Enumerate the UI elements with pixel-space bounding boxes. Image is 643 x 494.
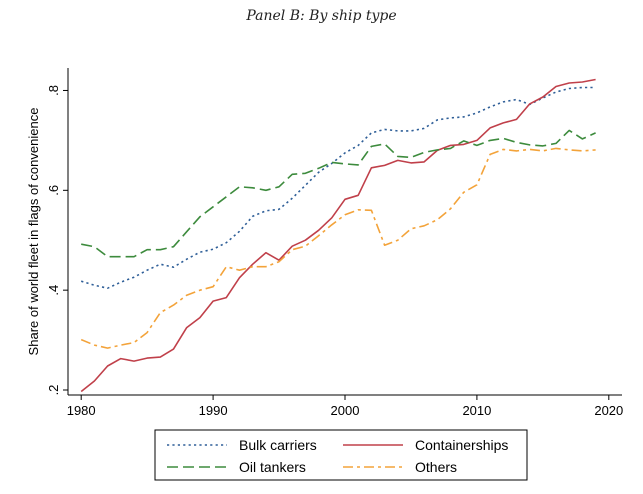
series-line-others (80, 147, 596, 349)
y-tick-label: .8 (46, 85, 61, 96)
chart-title: Panel B: By ship type (246, 8, 397, 24)
series-line-bulk-carriers (80, 86, 596, 290)
x-tick-label: 1990 (199, 403, 228, 418)
series-line-oil-tankers (81, 129, 596, 258)
y-tick-label: .2 (46, 385, 61, 396)
legend-label: Oil tankers (239, 459, 306, 475)
y-axis-title: Share of world fleet in flags of conveni… (26, 108, 41, 356)
series-line-containerships (80, 78, 596, 393)
x-tick-label: 2000 (331, 403, 360, 418)
y-tick-label: .4 (46, 285, 61, 296)
legend-box (154, 429, 528, 481)
legend-label: Bulk carriers (239, 437, 317, 453)
legend-label: Others (415, 459, 457, 475)
x-tick-label: 2020 (594, 403, 623, 418)
x-tick-label: 1980 (67, 403, 96, 418)
legend-label: Containerships (415, 437, 508, 453)
y-tick-label: .6 (46, 185, 61, 196)
x-tick-label: 2010 (462, 403, 491, 418)
